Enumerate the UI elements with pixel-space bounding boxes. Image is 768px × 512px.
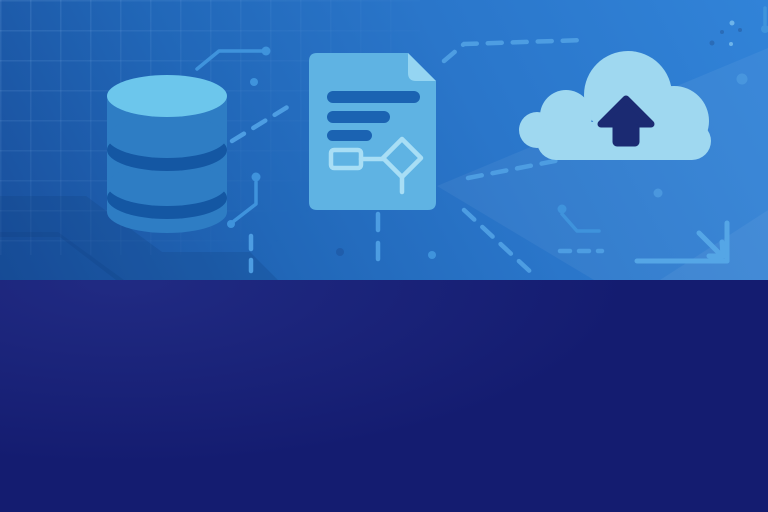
database-icon — [107, 75, 227, 233]
circuit-traces — [195, 6, 768, 233]
decorative-dots — [336, 20, 748, 259]
title-section: 15 Types of Databases and When to Use Th… — [0, 280, 768, 512]
flowchart-glyph — [328, 136, 424, 195]
document-flowchart-icon — [309, 53, 436, 210]
illustration-graphics — [107, 6, 768, 280]
cloud-upload-icon — [519, 51, 711, 160]
illustration-section — [0, 0, 768, 280]
dashed-connectors — [229, 37, 605, 280]
corner-arrow-icon — [634, 220, 730, 264]
upload-arrow-icon — [597, 95, 655, 147]
